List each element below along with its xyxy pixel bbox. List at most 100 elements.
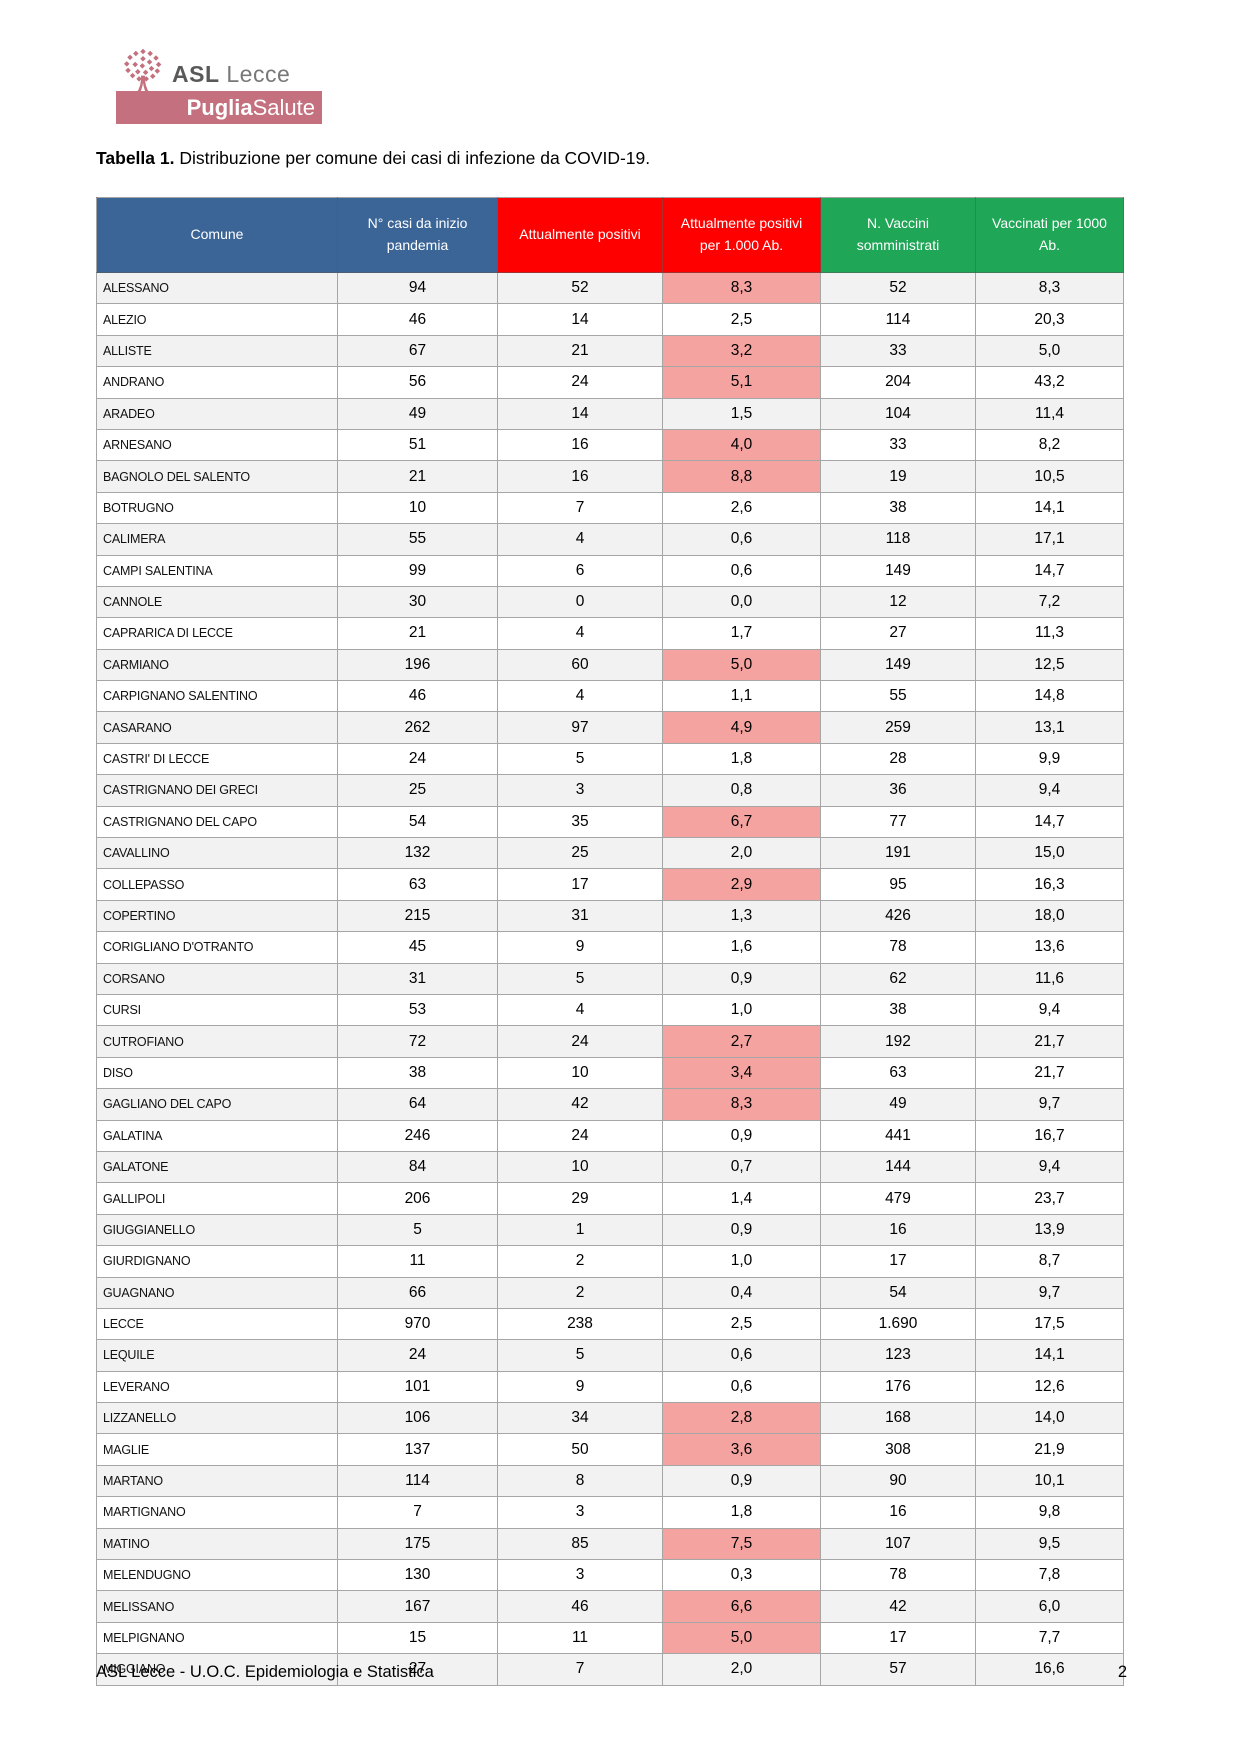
value-cell: 10,1 [975,1464,1124,1498]
value-cell: 130 [337,1559,498,1592]
value-cell: 49 [337,397,498,430]
comune-cell: MELISSANO [96,1590,338,1623]
value-cell: 72 [337,1025,498,1058]
value-cell: 206 [337,1182,498,1215]
column-header: Vaccinati per 1000 Ab. [975,197,1124,273]
value-cell: 14 [497,303,663,336]
value-cell: 33 [820,334,976,368]
column-header: N° casi da inizio pandemia [337,197,498,273]
value-cell: 35 [497,805,663,839]
table-row: MELISSANO 167 46 6,6 42 6,0 [96,1590,1124,1623]
table-caption-text: Distribuzione per comune dei casi di inf… [174,148,651,168]
table-row: GALATINA 246 24 0,9 441 16,7 [96,1119,1124,1152]
value-cell: 21 [337,617,498,650]
value-cell: 78 [820,931,976,964]
table-row: LEVERANO 101 9 0,6 176 12,6 [96,1370,1124,1404]
table-row: CAMPI SALENTINA 99 6 0,6 149 14,7 [96,554,1124,587]
value-cell: 18,0 [975,899,1124,933]
value-cell: 14,1 [975,1339,1124,1372]
comune-cell: LECCE [96,1307,338,1341]
value-cell: 970 [337,1307,498,1341]
value-cell: 441 [820,1119,976,1152]
value-cell: 54 [337,805,498,839]
comune-cell: CARPIGNANO SALENTINO [96,680,338,713]
value-cell: 52 [497,271,663,305]
footer-text: ASL Lecce - U.O.C. Epidemiologia e Stati… [96,1663,434,1681]
value-cell: 1,3 [662,899,821,933]
comune-cell: CANNOLE [96,585,338,619]
value-cell: 0,9 [662,1213,821,1247]
value-cell: 94 [337,271,498,305]
value-cell: 175 [337,1527,498,1561]
value-cell: 0,9 [662,1119,821,1152]
value-cell: 12,6 [975,1370,1124,1404]
table-row: MATINO 175 85 7,5 107 9,5 [96,1527,1124,1561]
value-cell: 23,7 [975,1182,1124,1215]
value-cell: 2,7 [662,1025,821,1058]
value-cell: 5 [497,742,663,776]
value-cell: 259 [820,711,976,744]
value-cell: 4,9 [662,711,821,744]
comune-cell: CASARANO [96,711,338,744]
value-cell: 13,1 [975,711,1124,744]
value-cell: 9 [497,1370,663,1404]
value-cell: 3,2 [662,334,821,368]
value-cell: 426 [820,899,976,933]
value-cell: 4,0 [662,428,821,462]
value-cell: 3 [497,774,663,807]
table-row: CORSANO 31 5 0,9 62 11,6 [96,962,1124,995]
value-cell: 104 [820,397,976,430]
value-cell: 167 [337,1590,498,1623]
value-cell: 4 [497,523,663,556]
value-cell: 1,8 [662,742,821,776]
comune-cell: MIGGIANO [96,1653,338,1686]
value-cell: 5 [497,1339,663,1372]
puglia-label: Puglia [186,94,253,120]
comune-cell: GUAGNANO [96,1276,338,1309]
comune-cell: CALIMERA [96,523,338,556]
table-body: ALESSANO 94 52 8,3 52 8,3 ALEZIO 46 14 2,5 114 20,3… [96,271,1124,1686]
value-cell: 49 [820,1088,976,1121]
table-row: ANDRANO 56 24 5,1 204 43,2 [96,366,1124,399]
table-row: GALLIPOLI 206 29 1,4 479 23,7 [96,1182,1124,1215]
value-cell: 114 [337,1464,498,1498]
value-cell: 12 [820,585,976,619]
value-cell: 21,9 [975,1433,1124,1466]
table-row: CAPRARICA DI LECCE 21 4 1,7 27 11,3 [96,617,1124,650]
asl-lecce-wordmark: ASL Lecce [172,61,290,88]
value-cell: 14,0 [975,1402,1124,1435]
value-cell: 17,5 [975,1307,1124,1341]
comune-cell: CARMIANO [96,648,338,682]
value-cell: 16 [820,1213,976,1247]
value-cell: 20,3 [975,303,1124,336]
table-row: CALIMERA 55 4 0,6 118 17,1 [96,523,1124,556]
value-cell: 21 [337,460,498,493]
asl-lecce-logo: ASL Lecce Puglia Salute [116,45,376,127]
page-number: 2 [1117,1663,1127,1681]
value-cell: 2 [497,1276,663,1309]
value-cell: 28 [820,742,976,776]
value-cell: 52 [820,271,976,305]
value-cell: 24 [497,366,663,399]
value-cell: 479 [820,1182,976,1215]
value-cell: 14,8 [975,680,1124,713]
value-cell: 2,8 [662,1402,821,1435]
value-cell: 55 [820,680,976,713]
table-row: ALLISTE 67 21 3,2 33 5,0 [96,334,1124,368]
value-cell: 46 [497,1590,663,1623]
value-cell: 38 [337,1056,498,1090]
value-cell: 0 [497,585,663,619]
value-cell: 149 [820,648,976,682]
value-cell: 0,8 [662,774,821,807]
table-row: MELPIGNANO 15 11 5,0 17 7,7 [96,1621,1124,1655]
value-cell: 8 [497,1464,663,1498]
value-cell: 10 [497,1150,663,1184]
value-cell: 90 [820,1464,976,1498]
value-cell: 50 [497,1433,663,1466]
table-row: ALESSANO 94 52 8,3 52 8,3 [96,271,1124,305]
value-cell: 9,9 [975,742,1124,776]
value-cell: 21 [497,334,663,368]
table-row: CANNOLE 30 0 0,0 12 7,2 [96,585,1124,619]
value-cell: 66 [337,1276,498,1309]
